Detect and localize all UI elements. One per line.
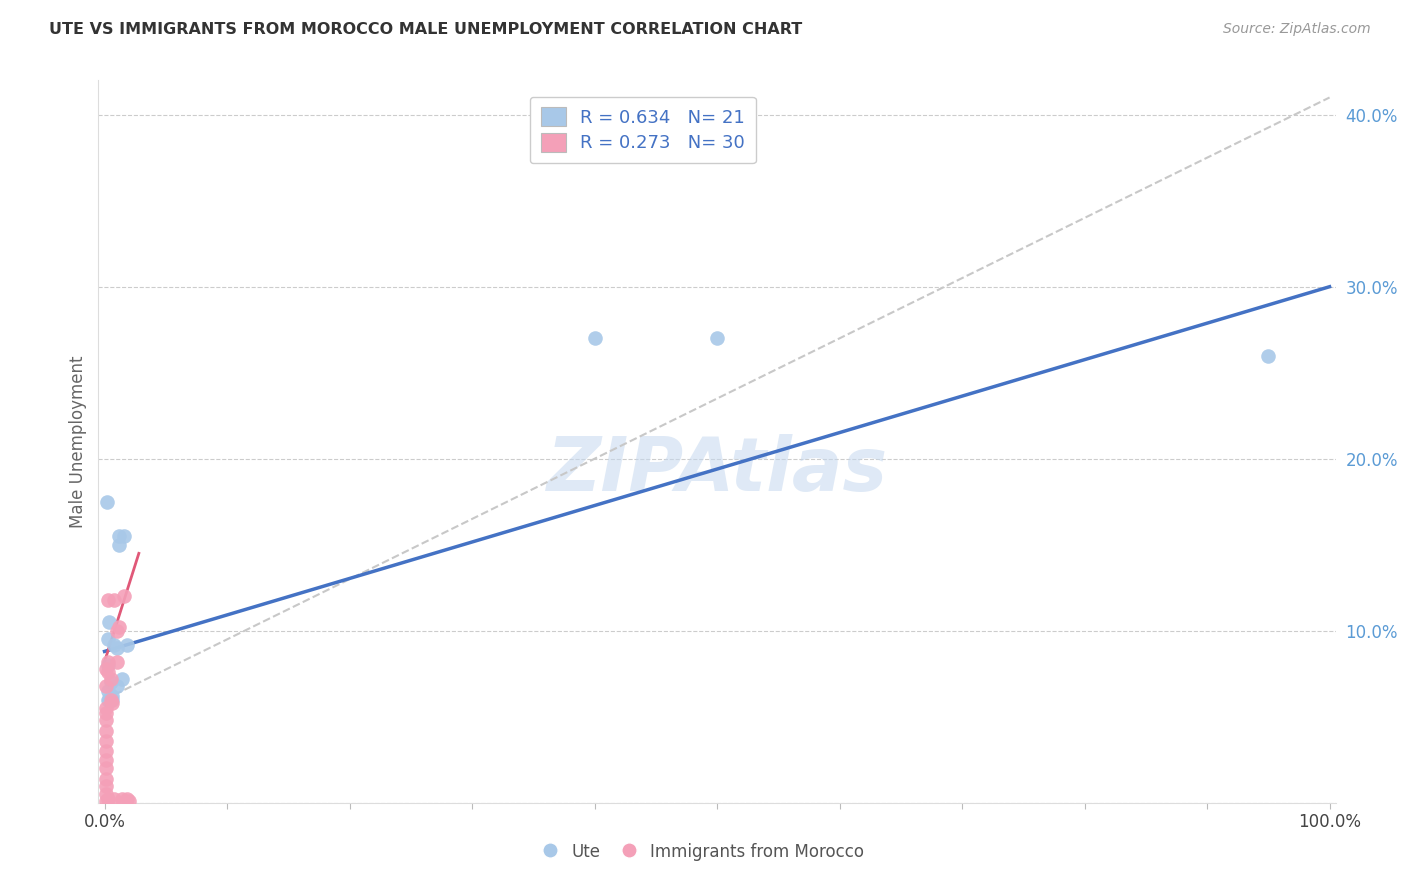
Point [112,590,135,604]
Point [112,529,135,543]
Point [105,640,128,655]
Point [94,787,117,801]
Point [97,692,120,706]
Point [94,744,117,758]
Legend: Ute, Immigrants from Morocco: Ute, Immigrants from Morocco [534,837,872,868]
Point [583,331,606,345]
Point [94,723,117,738]
Point [101,696,124,710]
Point [94,734,117,748]
Point [98,615,121,630]
Point [94,794,117,808]
Point [108,620,131,634]
Text: UTE VS IMMIGRANTS FROM MOROCCO MALE UNEMPLOYMENT CORRELATION CHART: UTE VS IMMIGRANTS FROM MOROCCO MALE UNEM… [49,22,803,37]
Point [1257,349,1279,363]
Point [105,655,128,669]
Point [97,684,120,698]
Point [101,689,124,703]
Point [97,665,120,679]
Point [94,713,117,727]
Point [96,494,118,508]
Point [94,679,117,693]
Point [118,794,141,808]
Point [97,632,120,647]
Point [97,592,120,607]
Legend: R = 0.634   N= 21, R = 0.273   N= 30: R = 0.634 N= 21, R = 0.273 N= 30 [530,96,756,163]
Point [94,779,117,793]
Point [706,331,728,345]
Point [97,655,120,669]
Point [108,538,131,552]
Point [103,638,125,652]
Point [94,772,117,786]
Point [115,638,138,652]
Point [108,529,131,543]
Point [101,692,124,706]
Point [103,792,125,806]
Y-axis label: Male Unemployment: Male Unemployment [69,355,87,528]
Point [100,692,122,706]
Point [103,592,125,607]
Point [97,658,120,673]
Point [94,701,117,715]
Point [105,679,128,693]
Point [94,662,117,676]
Point [115,792,138,806]
Point [94,753,117,767]
Point [111,792,134,806]
Point [100,672,122,686]
Point [94,706,117,721]
Point [111,672,134,686]
Point [100,675,122,690]
Point [97,792,120,806]
Point [94,761,117,775]
Point [98,692,121,706]
Text: ZIPAtlas: ZIPAtlas [547,434,887,507]
Text: Source: ZipAtlas.com: Source: ZipAtlas.com [1223,22,1371,37]
Point [105,624,128,638]
